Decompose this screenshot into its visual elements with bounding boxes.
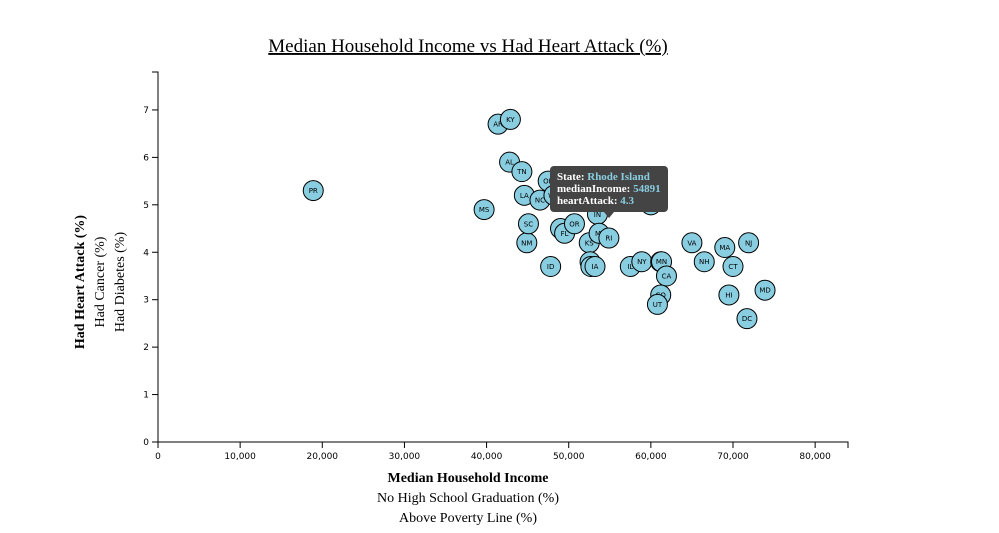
data-point-va[interactable] xyxy=(681,232,703,254)
tooltip-state-value: Rhode Island xyxy=(587,171,650,183)
y-axis-label-option[interactable]: Had Diabetes (%) xyxy=(113,232,128,333)
tooltip-y-value: 4.3 xyxy=(620,195,634,207)
data-point-md[interactable] xyxy=(754,279,776,301)
data-point-label: MS xyxy=(479,206,490,214)
y-axis-label-option[interactable]: Had Heart Attack (%) xyxy=(73,215,88,349)
x-axis-label-option[interactable]: Above Poverty Line (%) xyxy=(399,511,537,526)
data-point-label: OR xyxy=(569,220,580,228)
data-point-label: FL xyxy=(561,230,569,238)
data-point-label: CA xyxy=(662,272,672,280)
x-tick-label: 30,000 xyxy=(389,452,421,462)
data-point-hi[interactable] xyxy=(718,284,740,306)
y-axis-line xyxy=(152,71,159,443)
data-point-label: VA xyxy=(687,239,696,247)
data-point-ct[interactable] xyxy=(722,255,744,277)
tooltip-y-label: heartAttack: xyxy=(557,195,618,207)
y-axis-labels: Had Heart Attack (%) Had Cancer (%) Had Di… xyxy=(73,215,128,349)
data-point-label: NH xyxy=(699,258,710,266)
data-point-label: KS xyxy=(585,239,595,247)
data-point-ri[interactable] xyxy=(598,227,620,249)
x-axis-label-option[interactable]: Median Household Income xyxy=(387,471,548,486)
x-tick-label: 0 xyxy=(155,452,161,462)
y-tick-label: 6 xyxy=(143,153,149,163)
data-point-label: UT xyxy=(653,301,663,309)
tooltip-y-row: heartAttack: 4.3 xyxy=(557,195,661,207)
data-point-label: IN xyxy=(594,211,601,219)
data-point-label: MN xyxy=(656,258,667,266)
data-point-ky[interactable] xyxy=(499,108,521,130)
x-axis-label-option[interactable]: No High School Graduation (%) xyxy=(377,491,559,506)
data-point-label: KY xyxy=(506,116,515,124)
data-point-tn[interactable] xyxy=(511,161,533,183)
x-tick-label: 50,000 xyxy=(553,452,585,462)
tooltip-x-row: medianIncome: 54891 xyxy=(557,183,661,195)
x-tick-label: 70,000 xyxy=(717,452,749,462)
tooltip-arrow xyxy=(604,212,614,218)
y-tick-label: 7 xyxy=(143,106,149,116)
data-point-label: MD xyxy=(759,287,770,295)
x-tick-label: 20,000 xyxy=(307,452,339,462)
data-point-id[interactable] xyxy=(540,255,562,277)
data-point-label: AL xyxy=(505,159,514,167)
data-point-pr[interactable] xyxy=(302,180,324,202)
data-point-label: RI xyxy=(605,235,612,243)
data-point-label: NY xyxy=(637,258,647,266)
chart-title: Median Household Income vs Had Heart Att… xyxy=(268,36,667,57)
x-tick-label: 80,000 xyxy=(799,452,831,462)
y-tick-label: 2 xyxy=(143,343,149,353)
data-points: PRMSARKYALTNLANMSCNCOKWVIDGAFLORKSNEWIIA… xyxy=(302,108,776,330)
data-point-label: DC xyxy=(742,315,752,323)
data-tooltip: State: Rhode Island medianIncome: 54891 … xyxy=(550,166,668,212)
y-tick-label: 3 xyxy=(143,296,149,306)
data-point-label: MI xyxy=(595,230,603,238)
data-point-nh[interactable] xyxy=(693,251,715,273)
tooltip-state-label: State: xyxy=(557,171,585,183)
data-point-nj[interactable] xyxy=(738,232,760,254)
y-tick-label: 5 xyxy=(143,201,149,211)
y-axis-label-option[interactable]: Had Cancer (%) xyxy=(93,236,108,327)
data-point-ut[interactable] xyxy=(646,293,668,315)
data-point-label: NC xyxy=(535,197,545,205)
data-point-or[interactable] xyxy=(563,213,585,235)
data-point-label: ID xyxy=(547,263,554,271)
data-point-dc[interactable] xyxy=(736,308,758,330)
data-point-label: CT xyxy=(728,263,738,271)
data-point-label: SC xyxy=(524,220,533,228)
data-point-label: NJ xyxy=(745,239,752,247)
data-point-label: HI xyxy=(725,291,732,299)
data-point-ca[interactable] xyxy=(655,265,677,287)
data-point-label: NM xyxy=(521,239,532,247)
data-point-sc[interactable] xyxy=(517,213,539,235)
data-point-ms[interactable] xyxy=(473,199,495,221)
data-point-label: LA xyxy=(520,192,529,200)
x-tick-label: 60,000 xyxy=(635,452,667,462)
x-tick-label: 10,000 xyxy=(224,452,256,462)
data-point-label: TN xyxy=(516,168,527,176)
x-axis-line xyxy=(157,441,849,448)
data-point-ma[interactable] xyxy=(714,237,736,259)
tooltip-x-value: 54891 xyxy=(633,183,661,195)
data-point-label: AR xyxy=(493,121,503,129)
data-point-ia[interactable] xyxy=(584,255,606,277)
data-point-label: OK xyxy=(543,178,554,186)
y-axis: 0 1 2 3 4 5 6 7 xyxy=(143,71,159,448)
x-tick-label: 40,000 xyxy=(471,452,503,462)
tooltip-x-label: medianIncome: xyxy=(557,183,631,195)
y-tick-label: 1 xyxy=(143,391,149,401)
data-point-label: IA xyxy=(592,263,599,271)
y-tick-label: 0 xyxy=(143,438,149,448)
x-axis-labels: Median Household Income No High School Gr… xyxy=(377,471,559,526)
data-point-label: PR xyxy=(309,187,318,195)
data-point-label: IL xyxy=(627,263,633,271)
x-axis: 0 10,000 20,000 30,000 40,000 50,000 60,000 70,… xyxy=(155,441,849,462)
tooltip-state-row: State: Rhode Island xyxy=(557,171,661,183)
data-point-label: MA xyxy=(719,244,730,252)
y-tick-label: 4 xyxy=(143,248,149,258)
